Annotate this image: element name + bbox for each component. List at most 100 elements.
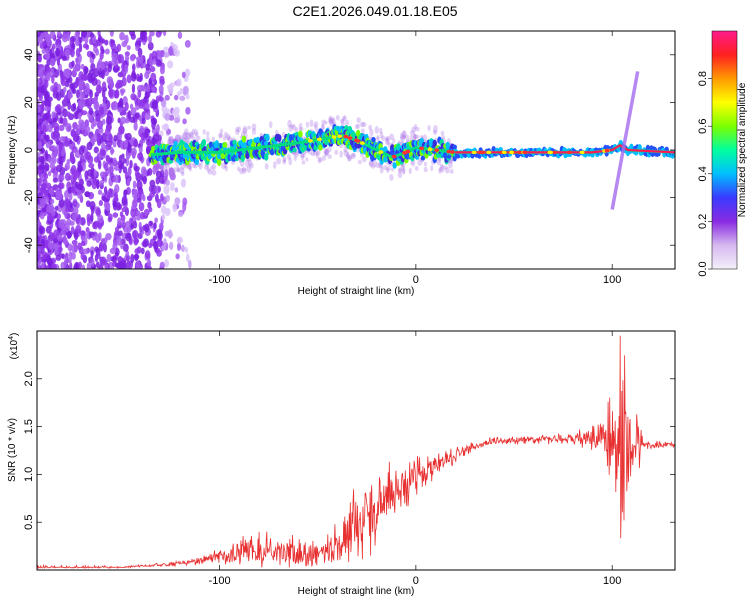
spectrogram-cell: [37, 131, 42, 140]
spectrogram-cell: [155, 163, 159, 174]
spectrogram-cell: [54, 205, 59, 211]
spectrogram-cell: [159, 165, 165, 170]
spectrogram-cell: [136, 246, 142, 254]
spectrogram-cell: [103, 237, 108, 244]
spectrogram-cell: [221, 162, 226, 170]
spectrogram-cell: [109, 172, 115, 179]
spectrogram-cell: [224, 165, 229, 172]
spectrogram-cell: [77, 261, 83, 269]
spectrogram-cell: [410, 160, 414, 166]
spectrogram-cell: [382, 165, 388, 171]
spectrogram-cell: [65, 205, 71, 213]
ridge-peak-cell: [419, 146, 425, 151]
spectrogram-cell: [81, 110, 88, 116]
ridge-cell: [452, 144, 457, 150]
spectrogram-cell: [130, 208, 137, 218]
spectrogram-cell: [58, 246, 63, 253]
spectrogram-cell: [163, 237, 167, 247]
spectrogram-cell: [226, 135, 231, 141]
spectrogram-cell: [162, 100, 166, 107]
spectrogram-cell: [133, 189, 139, 195]
spectrogram-cell: [129, 103, 134, 110]
spectrogram-cell: [43, 170, 47, 178]
spectrogram-cell: [185, 253, 190, 263]
spectrogram-cell: [126, 74, 132, 84]
spectrogram-cell: [329, 118, 333, 124]
spectrogram-cell: [138, 151, 143, 162]
spectrogram-cell: [126, 177, 131, 187]
spectrogram-cell: [160, 169, 165, 177]
spectrogram-cell: [67, 93, 73, 99]
spectrogram-cell: [56, 31, 62, 37]
spectrogram-cell: [315, 126, 319, 133]
spectrogram-cell: [49, 198, 55, 205]
spectrogram-cell: [58, 182, 65, 190]
spectrogram-cell: [98, 200, 103, 207]
spectrogram-cell: [195, 131, 199, 139]
spectrogram-cell: [97, 61, 102, 67]
spectrogram-cell: [359, 121, 365, 128]
spectrogram-cell: [423, 161, 427, 167]
spectrogram-cell: [177, 31, 183, 39]
spectrogram-cell: [37, 235, 40, 245]
spectrogram-cell: [127, 110, 132, 120]
spectrogram-cell: [101, 132, 107, 143]
spectrogram-cell: [122, 243, 129, 252]
spectrogram-cell: [136, 191, 142, 200]
spectrogram-cell: [55, 38, 62, 44]
spectrogram-cell: [81, 91, 85, 100]
spectrogram-cell: [245, 159, 250, 168]
ridge-peak-cell: [337, 134, 343, 139]
spectrogram-cell: [156, 228, 162, 238]
spectrogram-cell: [71, 69, 77, 78]
spectrogram-cell: [169, 172, 176, 181]
spectrogram-cell: [189, 131, 195, 138]
spectrogram-cell: [130, 93, 137, 101]
snr-frame: [36, 330, 676, 571]
spectrogram-cell: [288, 157, 293, 166]
spectrogram-cell: [80, 252, 85, 261]
spectrogram-cell: [370, 164, 376, 169]
spectrogram-cell: [188, 166, 192, 172]
spectrogram-cell: [79, 36, 83, 44]
spectrogram-cell: [104, 39, 109, 46]
spectrogram-cell: [97, 160, 102, 170]
x-tick-label: -100: [209, 575, 231, 587]
spectrogram-cell: [176, 78, 182, 87]
ridge-peak-cell: [391, 154, 397, 159]
spectrogram-cell: [368, 161, 374, 166]
spectrogram-cell: [100, 62, 106, 70]
spectrogram-cell: [168, 45, 174, 56]
spectrogram-cell: [146, 84, 151, 93]
spectrogram-cell: [173, 167, 177, 174]
spectrogram-cell: [184, 164, 189, 169]
spectrogram-cell: [173, 94, 179, 101]
spectrogram-cell: [161, 213, 166, 221]
spectrogram-cell: [158, 222, 164, 231]
spectrogram-cell: [103, 186, 108, 195]
spectrogram-cell: [108, 89, 114, 98]
spectrogram-cell: [55, 47, 60, 57]
spectrogram-cell: [135, 97, 141, 106]
spectrogram-cell: [139, 226, 143, 233]
spectrogram-cell: [417, 158, 423, 166]
spectrogram-cell: [69, 155, 75, 162]
spectrogram-cell: [207, 168, 213, 175]
spectrogram-cell: [90, 62, 96, 72]
spectrogram-cell: [402, 130, 406, 139]
spectrogram-cell: [75, 48, 81, 58]
spectrogram-cell: [127, 165, 132, 176]
spectrogram-cell: [90, 205, 95, 215]
spectrogram-cell: [340, 118, 345, 124]
spectrogram-cell: [139, 84, 145, 92]
spectrogram-cell: [98, 106, 105, 116]
spectrogram-cell: [79, 230, 86, 236]
spectrogram-cell: [122, 158, 127, 164]
spectrogram-cell: [327, 154, 332, 159]
spectrogram-cell: [104, 262, 110, 269]
spectrogram-cell: [93, 146, 99, 154]
spectrogram-cell: [433, 125, 438, 134]
spectrogram-cell: [158, 50, 164, 58]
spectrogram-cell: [100, 149, 107, 156]
spectrogram-cell: [414, 166, 419, 171]
